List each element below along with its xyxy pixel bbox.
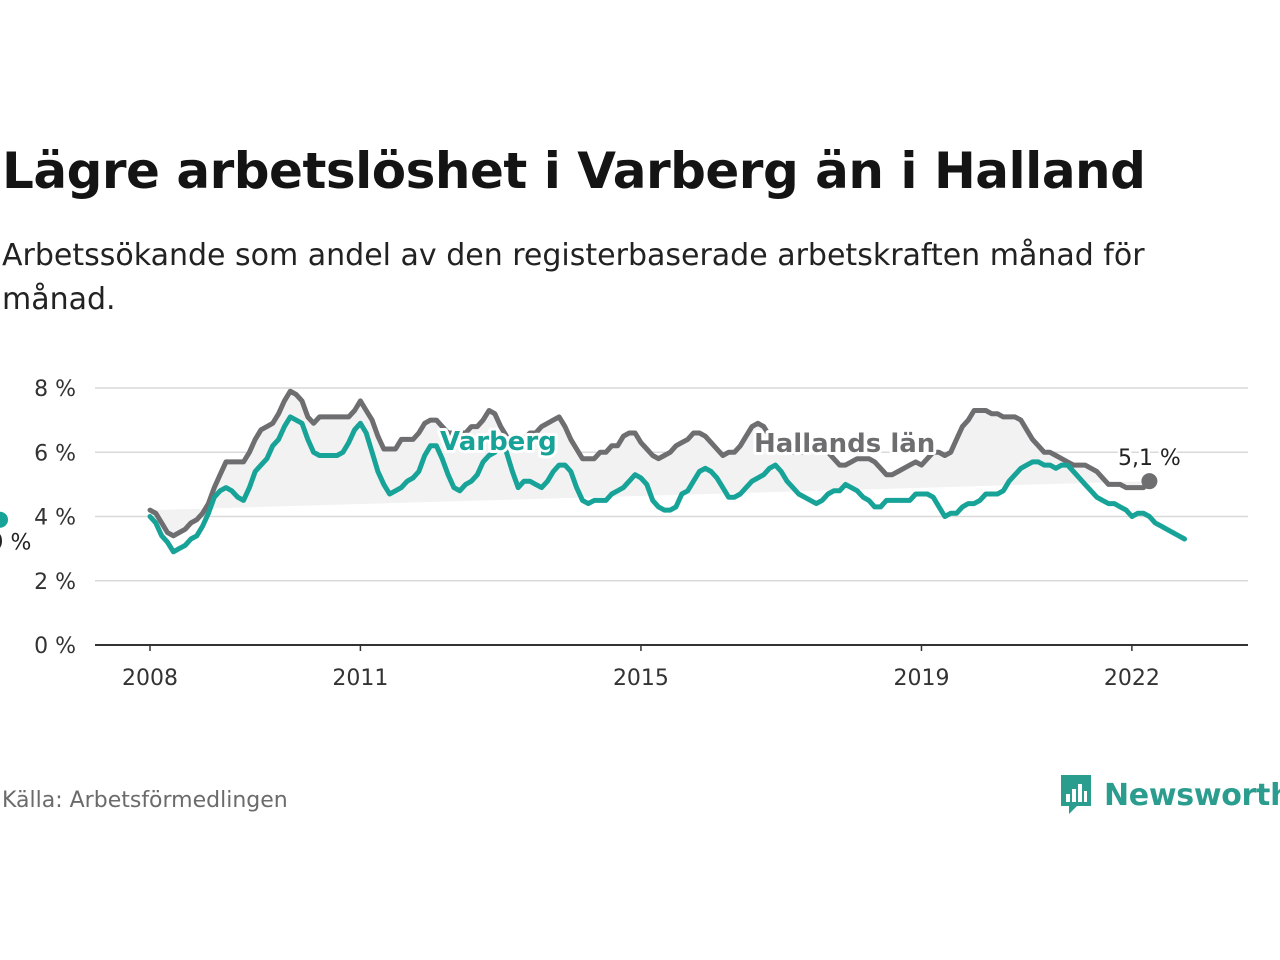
end-markers: 5,1 % 3,9 % [0, 444, 1183, 558]
y-axis-ticks: 0 % 2 % 4 % 6 % 8 % [34, 377, 76, 659]
y-tick-label: 8 % [34, 377, 76, 402]
line-chart: 0 % 2 % 4 % 6 % 8 % 2008 2011 2015 2019 2022 Var… [0, 377, 1248, 691]
x-tick-label: 2022 [1104, 666, 1160, 691]
y-tick-label: 2 % [34, 570, 76, 595]
end-value-label-hallands-lan: 5,1 % [1118, 446, 1181, 471]
x-tick-label: 2015 [613, 666, 669, 691]
x-axis-ticks: 2008 2011 2015 2019 2022 [122, 645, 1160, 691]
difference-band [150, 391, 1150, 536]
y-tick-label: 6 % [34, 441, 76, 466]
brand-name: Newsworthy [1104, 777, 1280, 813]
end-value-label-varberg: 3,9 % [0, 531, 31, 556]
chart-subtitle: Arbetssökande som andel av den registerb… [2, 238, 1145, 317]
x-tick-label: 2008 [122, 666, 178, 691]
series-labels: Varberg Hallands län [437, 424, 938, 462]
y-tick-label: 0 % [34, 634, 76, 659]
series-line-hallands-lan [147, 388, 1147, 539]
newsworthy-logo[interactable]: Newsworthy [1058, 772, 1280, 818]
end-marker-hallands-lan [1141, 473, 1158, 490]
x-tick-label: 2019 [893, 666, 949, 691]
end-marker-varberg [0, 511, 8, 528]
y-tick-label: 4 % [34, 506, 76, 531]
source-note: Källa: Arbetsförmedlingen [2, 788, 288, 813]
series-label-varberg: Varberg [440, 427, 557, 457]
x-tick-label: 2011 [332, 666, 388, 691]
series-line-varberg [147, 414, 1187, 555]
series-label-hallands-lan: Hallands län [754, 429, 935, 459]
chart-title: Lägre arbetslöshet i Varberg än i Hallan… [2, 142, 1146, 200]
newsworthy-logo-icon [1061, 775, 1091, 814]
series-lines [147, 388, 1187, 555]
